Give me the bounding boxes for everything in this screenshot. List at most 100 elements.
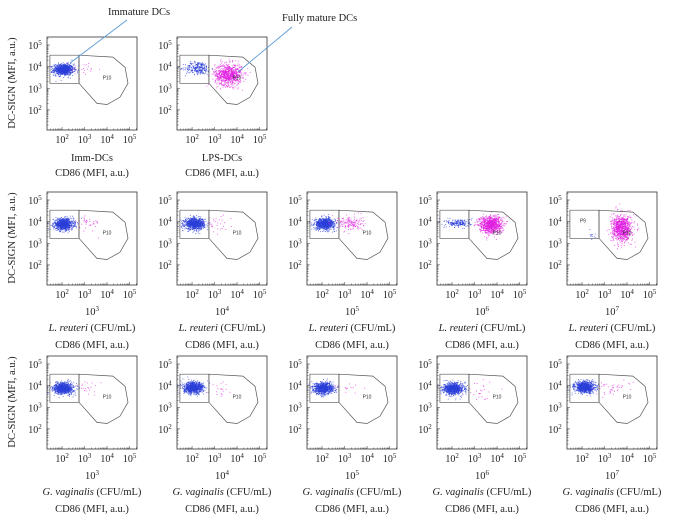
event-dot-mature (234, 75, 236, 77)
event-dot-mature (236, 72, 238, 73)
event-dot-immature (205, 63, 206, 65)
event-dot-immature (196, 226, 197, 228)
event-dot-immature (330, 226, 332, 228)
event-dot-mature (233, 70, 234, 72)
event-dot-immature (205, 65, 207, 66)
event-dot-immature (325, 218, 327, 220)
event-dot-immature (60, 218, 62, 219)
event-dot-immature (57, 65, 59, 67)
event-dot-immature (69, 77, 71, 79)
event-dot-mature (217, 78, 219, 79)
event-dot-immature (196, 62, 198, 64)
event-dot-immature (60, 227, 62, 229)
event-dot-immature (67, 228, 68, 230)
event-dot-immature (65, 221, 67, 223)
event-dot-immature (188, 225, 190, 227)
event-dot-mature (227, 75, 229, 77)
tick-base: 10 (28, 63, 38, 74)
event-dot-immature (327, 230, 329, 232)
event-dot-immature (204, 68, 205, 70)
event-dot-mature (218, 80, 220, 82)
event-dot-mature (229, 67, 231, 69)
event-dot-immature (66, 215, 68, 217)
event-dot-mature (233, 76, 234, 78)
event-dot-mature (87, 65, 89, 67)
event-dot-mature (215, 75, 216, 77)
event-dot-mature (239, 64, 241, 66)
event-dot-immature (194, 226, 196, 228)
event-dot-immature (321, 227, 323, 229)
event-dot-immature (65, 230, 67, 232)
event-dot-immature (207, 66, 209, 68)
event-dot-immature (65, 220, 67, 222)
event-dot-mature (227, 71, 229, 73)
event-dot-immature (185, 220, 187, 221)
event-dot-mature (238, 75, 239, 76)
units: (CFU/mL) (88, 323, 136, 334)
event-dot-mature (218, 78, 220, 80)
event-dot-immature (69, 73, 71, 75)
event-dot-immature (191, 224, 193, 226)
event-dot-immature (62, 63, 64, 65)
event-dot-mature (230, 71, 232, 73)
event-dot-mature (222, 66, 224, 67)
event-dot-immature (200, 67, 201, 69)
event-dot-mature (220, 228, 222, 230)
event-dot-mature (221, 69, 223, 71)
event-dot-mature (237, 77, 239, 78)
event-dot-immature (62, 224, 64, 226)
event-dot-immature (192, 224, 194, 225)
event-dot-immature (193, 218, 195, 219)
event-dot-mature (233, 74, 235, 75)
event-dot-immature (182, 230, 184, 232)
event-dot-immature (319, 225, 321, 227)
event-dot-immature (77, 72, 78, 74)
event-dot-immature (196, 225, 198, 227)
event-dot-immature (325, 231, 326, 232)
event-dot-immature (55, 222, 57, 224)
event-dot-mature (239, 72, 241, 74)
event-dot-mature (234, 72, 236, 74)
tick-base: 10 (158, 239, 168, 250)
event-dot-mature (236, 80, 238, 82)
event-dot-immature (325, 220, 326, 222)
event-dot-immature (333, 229, 335, 231)
event-dot-mature (219, 73, 221, 75)
event-dot-mature (231, 81, 233, 83)
event-dot-immature (67, 65, 69, 67)
event-dot-immature (74, 71, 76, 72)
event-dot-mature (245, 72, 247, 74)
event-dot-mature (86, 219, 87, 221)
event-dot-mature (214, 65, 216, 67)
event-dot-immature (56, 71, 58, 73)
event-dot-mature (220, 75, 221, 77)
event-dot-immature (67, 72, 69, 74)
event-dot-mature (228, 71, 230, 73)
event-dot-immature (61, 221, 63, 223)
event-dot-immature (68, 220, 70, 222)
event-dot-immature (53, 226, 55, 228)
event-dot-mature (220, 83, 221, 85)
event-dot-immature (65, 226, 66, 228)
event-dot-immature (203, 224, 205, 226)
event-dot-immature (62, 62, 64, 63)
event-dot-immature (67, 224, 69, 226)
event-dot-mature (89, 218, 91, 220)
event-dot-mature (227, 79, 229, 80)
event-dot-immature (198, 231, 200, 233)
event-dot-mature (232, 67, 233, 69)
event-dot-immature (188, 72, 190, 74)
event-dot-immature (314, 224, 316, 226)
event-dot-mature (229, 61, 231, 63)
event-dot-immature (69, 220, 71, 222)
event-dot-immature (57, 70, 59, 72)
event-dot-immature (62, 231, 63, 233)
event-dot-immature (64, 220, 66, 222)
event-dot-mature (236, 77, 237, 79)
event-dot-mature (90, 224, 92, 226)
event-dot-immature (57, 225, 59, 227)
event-dot-immature (322, 220, 324, 221)
event-dot-mature (230, 74, 232, 75)
event-dot-mature (77, 223, 79, 225)
event-dot-immature (71, 225, 73, 227)
